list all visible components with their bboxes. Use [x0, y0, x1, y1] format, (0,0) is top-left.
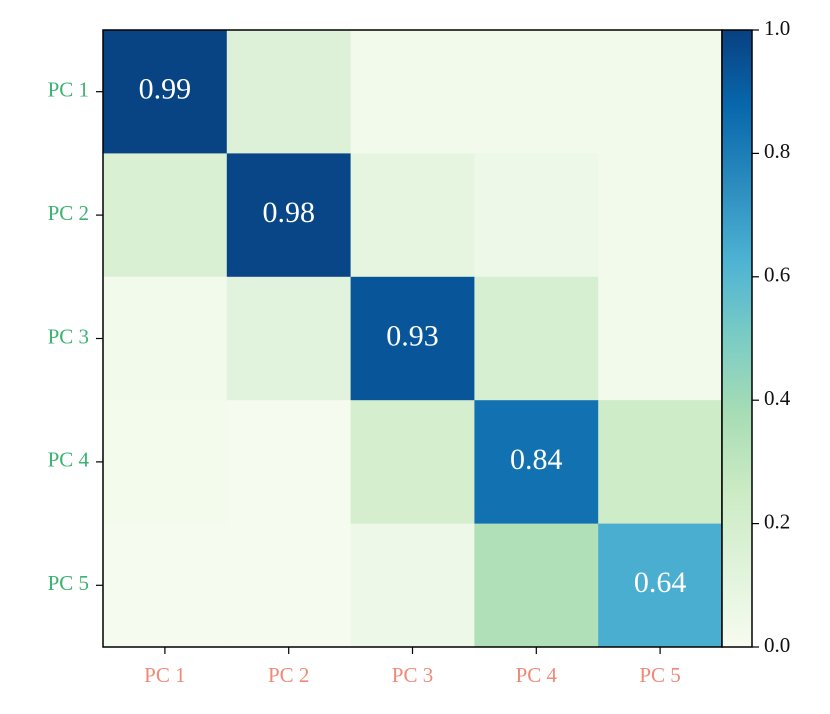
heatmap-cell [474, 153, 599, 278]
heatmap-cell [350, 400, 475, 525]
colorbar-tick-label: 0.4 [764, 386, 791, 410]
x-tick-label: PC 3 [392, 663, 433, 687]
colorbar-tick-label: 0.0 [764, 633, 790, 657]
colorbar-tick-label: 0.6 [764, 263, 790, 287]
colorbar-tick-label: 0.8 [764, 139, 790, 163]
colorbar [721, 29, 753, 648]
y-tick-label: PC 2 [48, 201, 89, 225]
heatmap-cell [226, 30, 352, 154]
x-tick-label: PC 1 [144, 663, 185, 687]
x-tick-label: PC 4 [516, 663, 558, 687]
heatmap-cell [474, 276, 599, 401]
y-tick-label: PC 3 [48, 324, 89, 348]
y-tick-label: PC 5 [48, 571, 89, 595]
y-tick-label: PC 1 [48, 78, 89, 102]
heatmap-cell [226, 153, 352, 278]
heatmap-cell [103, 523, 228, 648]
heatmap-cell [598, 153, 723, 278]
heatmap-cell [226, 523, 352, 648]
heatmap-cell [350, 523, 475, 648]
heatmap-cell [474, 400, 599, 525]
heatmap-cell [350, 30, 475, 154]
colorbar-tick-label: 1.0 [764, 16, 790, 40]
heatmap-cell [350, 153, 475, 278]
y-tick-label: PC 4 [48, 448, 90, 472]
heatmap-cell [598, 276, 723, 401]
heatmap-cell [103, 153, 228, 278]
cell-label: 0.64 [634, 566, 687, 599]
cell-label: 0.93 [386, 319, 439, 352]
x-tick-label: PC 5 [639, 663, 680, 687]
x-tick-label: PC 2 [268, 663, 309, 687]
heatmap-cell [103, 276, 228, 401]
colorbar-tick-label: 0.2 [764, 509, 790, 533]
heatmap-cell [598, 523, 723, 648]
heatmap-cell [103, 400, 228, 525]
cell-label: 0.98 [262, 196, 315, 229]
heatmap-cell [474, 30, 599, 154]
heatmap-cell [103, 30, 228, 154]
heatmap-cell [226, 400, 352, 525]
heatmap-cell [226, 276, 352, 401]
heatmap-cell [598, 30, 723, 154]
cell-label: 0.84 [510, 443, 563, 476]
heatmap-cell [598, 400, 723, 525]
heatmap-cell [350, 276, 475, 401]
heatmap-cell [474, 523, 599, 648]
cell-label: 0.99 [139, 73, 192, 106]
